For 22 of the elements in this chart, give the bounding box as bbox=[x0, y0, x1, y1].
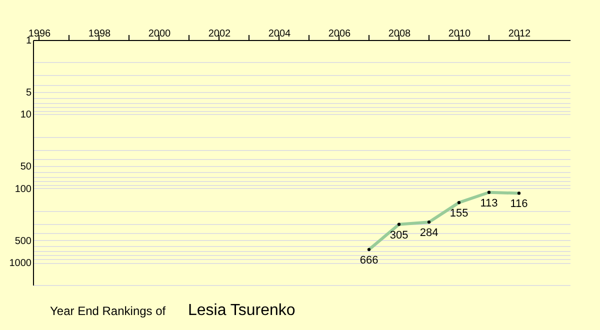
y-tick-label: 50 bbox=[20, 162, 32, 173]
x-tick-label: 2000 bbox=[148, 28, 172, 40]
y-tick-label: 500 bbox=[14, 236, 32, 247]
y-tick-label: 10 bbox=[20, 110, 32, 121]
data-label: 666 bbox=[360, 254, 378, 267]
data-label: 305 bbox=[390, 229, 408, 242]
y-tick-label: 100 bbox=[14, 184, 32, 195]
x-tick-label: 2008 bbox=[388, 28, 412, 40]
data-label: 116 bbox=[510, 198, 528, 210]
x-tick-label: 1998 bbox=[88, 28, 112, 40]
x-tick-label: 2004 bbox=[268, 28, 292, 40]
data-label: 284 bbox=[420, 227, 438, 240]
y-tick-label: 5 bbox=[26, 87, 32, 98]
data-label: 113 bbox=[480, 197, 498, 210]
x-tick-label: 2002 bbox=[208, 28, 232, 40]
x-tick-label: 2010 bbox=[448, 28, 472, 40]
y-tick-label: 1000 bbox=[9, 258, 32, 270]
text: Year End Rankings of bbox=[50, 304, 166, 318]
text: Lesia Tsurenko bbox=[188, 302, 296, 319]
x-tick-label: 2012 bbox=[508, 28, 532, 40]
x-tick-label: 2006 bbox=[328, 28, 352, 40]
data-label: 155 bbox=[450, 208, 468, 220]
